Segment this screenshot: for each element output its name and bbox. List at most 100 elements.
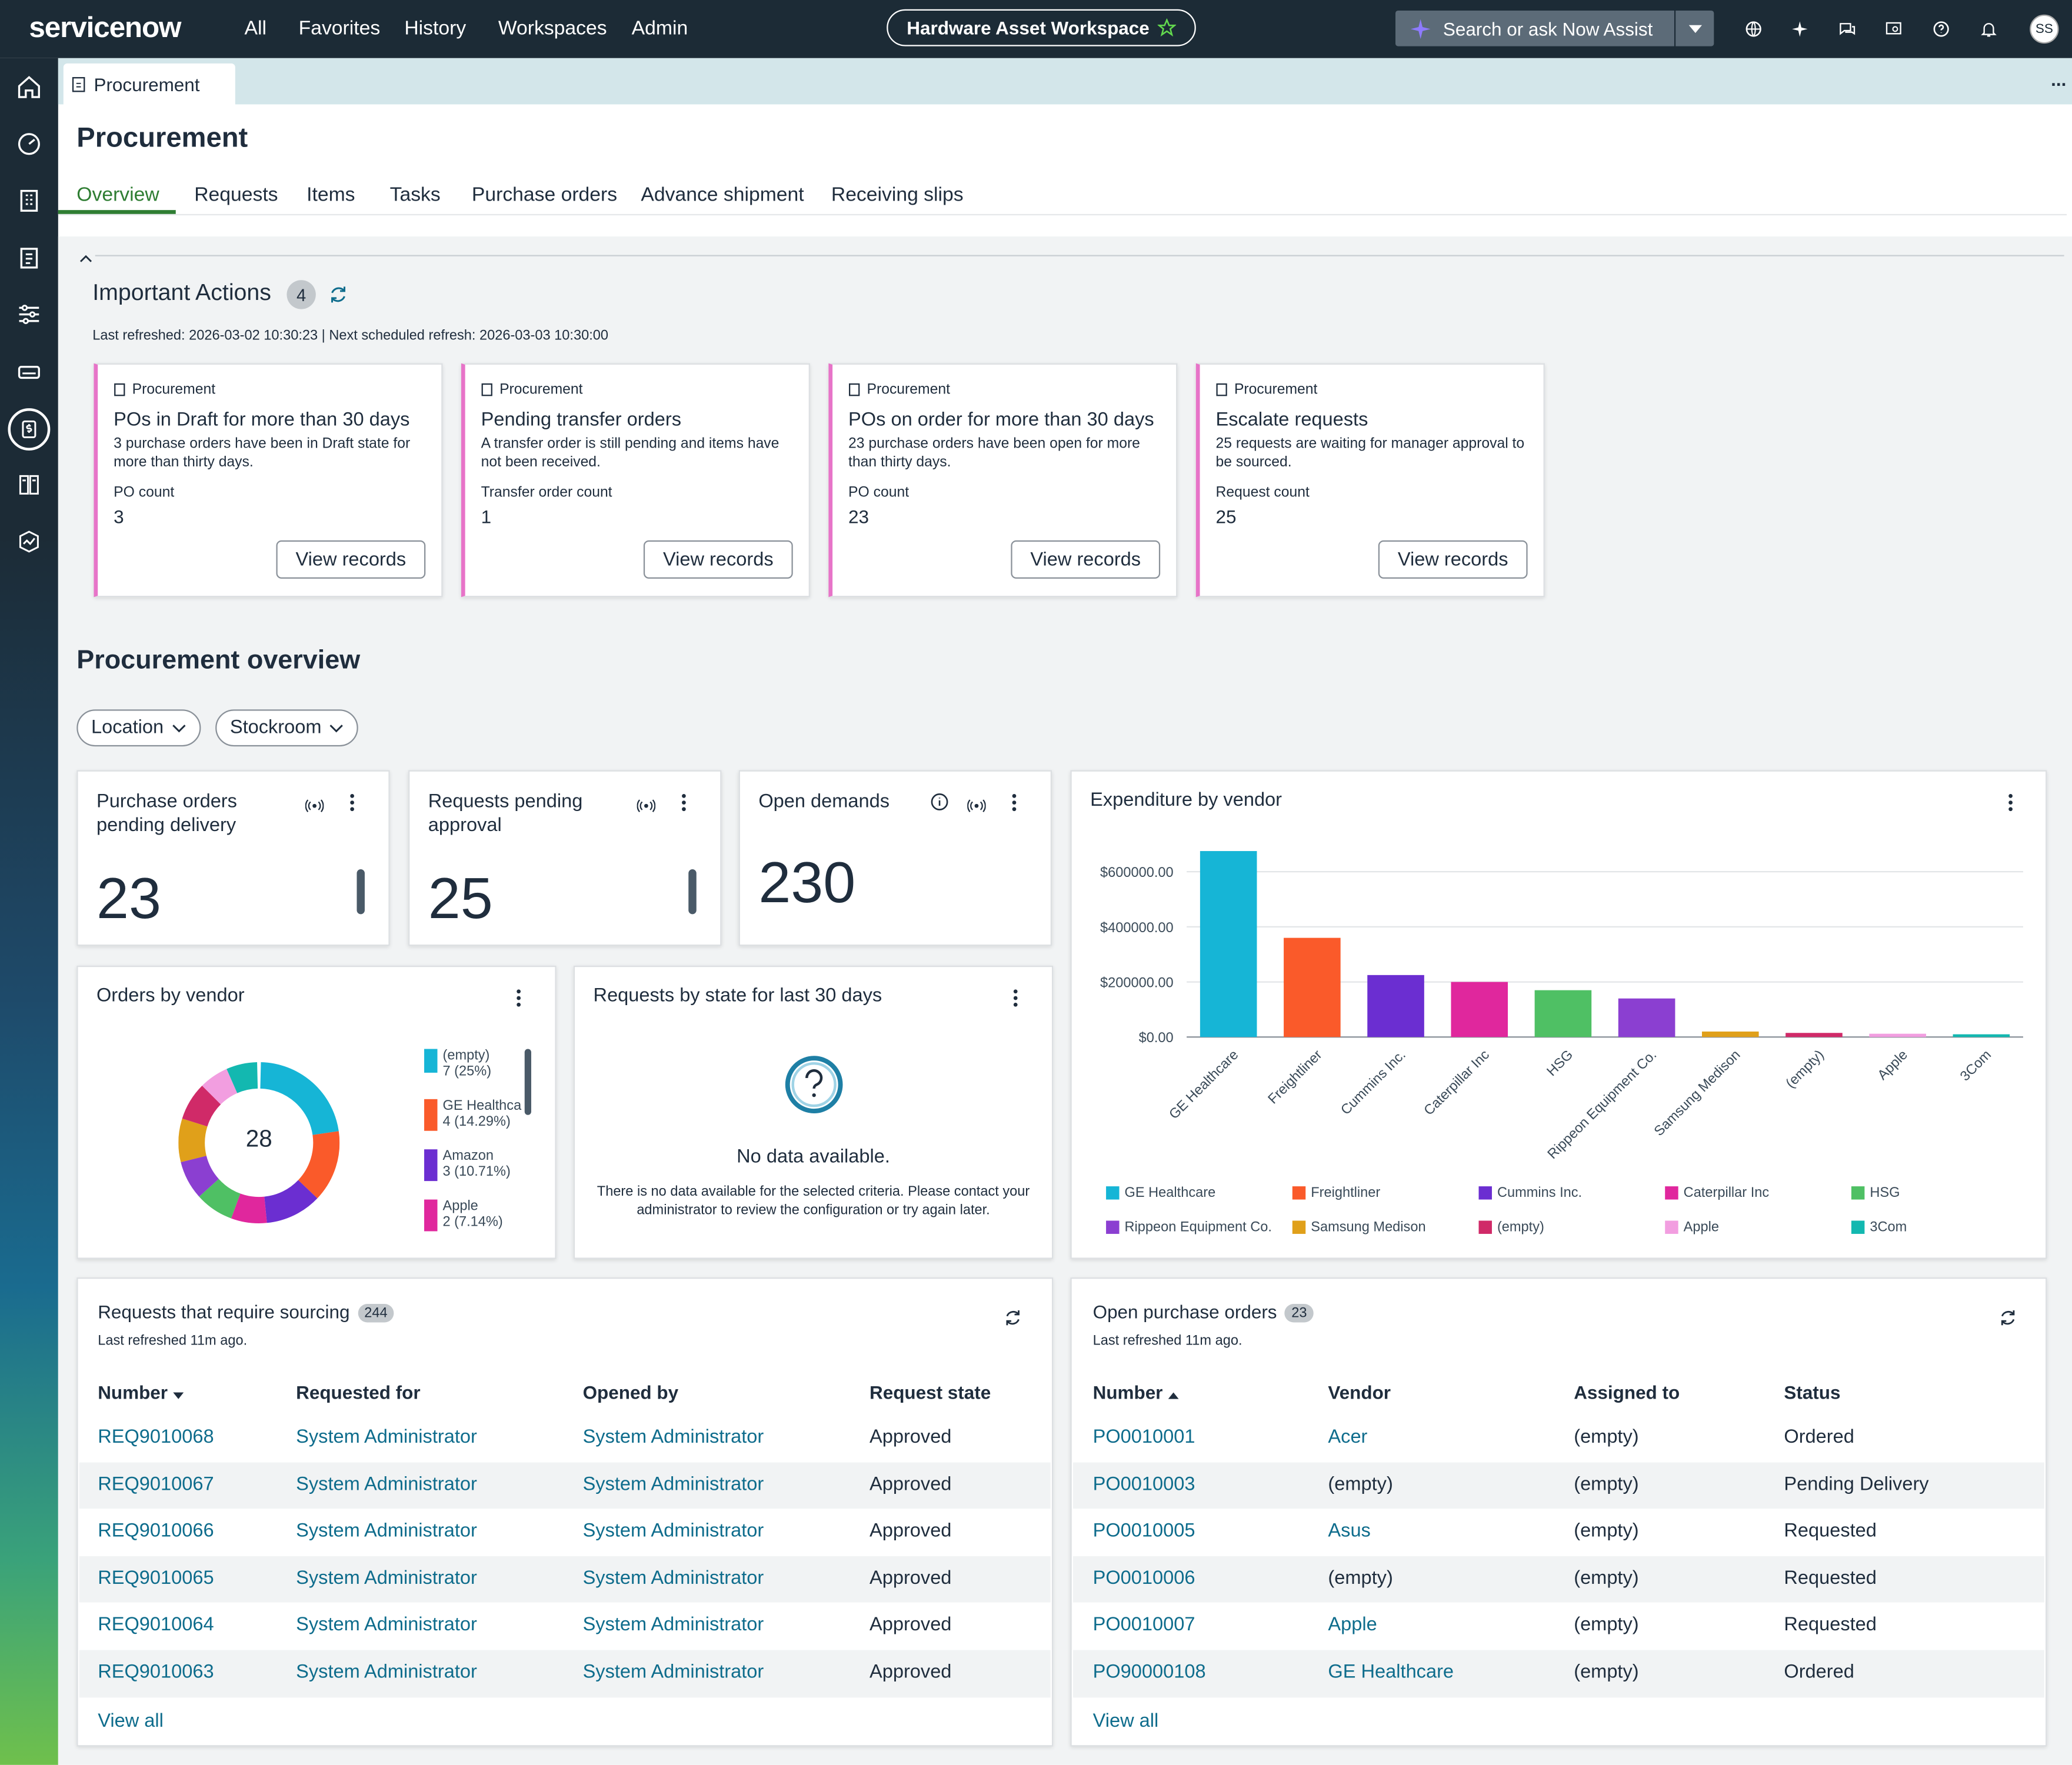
table-cell[interactable]: System Administrator [296, 1520, 477, 1542]
search-dropdown-button[interactable] [1675, 10, 1714, 46]
globe-icon[interactable] [1741, 17, 1765, 41]
bar[interactable] [1284, 937, 1341, 1037]
procurement-icon[interactable] [8, 408, 51, 451]
table-row[interactable]: PO0010001 Acer (empty) Ordered [1072, 1414, 2044, 1462]
dashboard-icon[interactable] [15, 129, 44, 158]
legend-item[interactable]: 3Com [1851, 1219, 1907, 1235]
column-header-assigned-to[interactable]: Assigned to [1574, 1382, 1680, 1403]
table-cell[interactable]: System Administrator [296, 1661, 477, 1683]
legend-item[interactable]: GE Healthca 4 (14.29%) [442, 1098, 521, 1130]
subtab-requests[interactable]: Requests [194, 183, 278, 206]
column-header-requested-for[interactable]: Requested for [296, 1382, 421, 1403]
column-header-opened-by[interactable]: Opened by [582, 1382, 679, 1403]
subtab-overview[interactable]: Overview [76, 183, 159, 206]
legend-item[interactable]: Rippeon Equipment Co. [1106, 1219, 1272, 1235]
legend-item[interactable]: Caterpillar Inc [1665, 1185, 1769, 1201]
bell-icon[interactable] [1977, 17, 2000, 41]
nav-workspaces[interactable]: Workspaces [498, 17, 607, 40]
sliders-icon[interactable] [15, 300, 44, 329]
table-cell[interactable]: System Administrator [296, 1614, 477, 1636]
nav-admin[interactable]: Admin [631, 17, 688, 40]
table-cell[interactable]: System Administrator [296, 1473, 477, 1495]
table-cell[interactable]: PO90000108 [1092, 1661, 1206, 1683]
nav-favorites[interactable]: Favorites [298, 17, 381, 40]
table-row[interactable]: PO0010006 (empty) (empty) Requested [1072, 1556, 2044, 1603]
home-icon[interactable] [15, 73, 44, 102]
legend-item[interactable]: (empty) [1478, 1219, 1544, 1235]
help-icon[interactable] [1929, 17, 1953, 41]
bar[interactable] [1618, 998, 1675, 1037]
location-filter[interactable]: Location [76, 709, 201, 747]
table-cell[interactable]: Acer [1328, 1426, 1368, 1448]
kpi-card[interactable]: Open demands 230 [738, 770, 1052, 946]
kebab-menu-icon[interactable] [1012, 989, 1018, 1007]
table-cell[interactable]: PO0010003 [1092, 1473, 1195, 1495]
star-icon[interactable] [1157, 18, 1176, 37]
legend-item[interactable]: Apple 2 (7.14%) [442, 1198, 502, 1230]
table-cell[interactable]: System Administrator [582, 1473, 764, 1495]
subtab-receiving-slips[interactable]: Receiving slips [831, 183, 964, 206]
stockroom-filter[interactable]: Stockroom [215, 709, 359, 747]
bar[interactable] [1200, 851, 1257, 1037]
legend-item[interactable]: HSG [1851, 1185, 1900, 1201]
subtab-items[interactable]: Items [307, 183, 355, 206]
subtab-advance-shipment[interactable]: Advance shipment [641, 183, 804, 206]
table-cell[interactable]: PO0010005 [1092, 1520, 1195, 1542]
more-options-button[interactable]: ... [2051, 68, 2067, 90]
legend-item[interactable]: Samsung Medison [1292, 1219, 1426, 1235]
bar[interactable] [1869, 1033, 1926, 1037]
legend-item[interactable]: Freightliner [1292, 1185, 1380, 1201]
table-cell[interactable]: REQ9010067 [98, 1473, 214, 1495]
chat-icon[interactable] [1836, 17, 1859, 41]
table-cell[interactable]: System Administrator [296, 1567, 477, 1589]
table-row[interactable]: PO0010007 Apple (empty) Requested [1072, 1603, 2044, 1650]
column-header-vendor[interactable]: Vendor [1328, 1382, 1391, 1403]
legend-item[interactable]: Amazon 3 (10.71%) [442, 1148, 510, 1180]
avatar[interactable]: SS [2030, 14, 2059, 44]
refresh-icon[interactable] [328, 284, 349, 312]
sparkle-icon[interactable] [1788, 17, 1811, 41]
table-cell[interactable]: GE Healthcare [1328, 1661, 1454, 1683]
subtab-purchase-orders[interactable]: Purchase orders [471, 183, 618, 206]
table-row[interactable]: REQ9010063 System Administrator System Adm… [79, 1650, 1051, 1697]
building-icon[interactable] [15, 186, 44, 215]
refresh-icon[interactable] [1998, 1308, 2018, 1334]
table-row[interactable]: REQ9010066 System Administrator System Adm… [79, 1509, 1051, 1556]
table-cell[interactable]: System Administrator [582, 1567, 764, 1589]
table-cell[interactable]: System Administrator [296, 1426, 477, 1448]
clipboard-icon[interactable] [15, 243, 44, 272]
table-cell[interactable]: System Administrator [582, 1520, 764, 1542]
legend-item[interactable]: GE Healthcare [1106, 1185, 1215, 1201]
bar[interactable] [1701, 1031, 1759, 1037]
nav-history[interactable]: History [404, 17, 467, 40]
column-header-status[interactable]: Status [1784, 1382, 1841, 1403]
bar[interactable] [1451, 982, 1508, 1037]
collapse-chevron-icon[interactable] [79, 246, 92, 269]
tab-procurement[interactable]: Procurement [63, 63, 235, 105]
column-header-number[interactable]: Number [98, 1382, 184, 1403]
bar[interactable] [1367, 975, 1424, 1037]
refresh-icon[interactable] [1003, 1308, 1023, 1334]
view-records-button[interactable]: View records [1378, 540, 1528, 579]
kebab-menu-icon[interactable] [349, 793, 354, 812]
server-icon[interactable] [15, 356, 44, 385]
table-cell[interactable]: REQ9010064 [98, 1614, 214, 1636]
table-cell[interactable]: System Administrator [582, 1614, 764, 1636]
table-cell[interactable]: PO0010006 [1092, 1567, 1195, 1589]
column-header-number[interactable]: Number [1093, 1382, 1179, 1403]
workspace-pill[interactable]: Hardware Asset Workspace [887, 9, 1196, 46]
table-cell[interactable]: System Administrator [582, 1661, 764, 1683]
table-row[interactable]: REQ9010065 System Administrator System Adm… [79, 1556, 1051, 1603]
view-records-button[interactable]: View records [1011, 540, 1161, 579]
view-records-button[interactable]: View records [643, 540, 793, 579]
screen-search-icon[interactable] [1882, 17, 1906, 41]
table-row[interactable]: PO0010003 (empty) (empty) Pending Delivery [1072, 1462, 2044, 1509]
nav-all[interactable]: All [244, 17, 267, 40]
book-icon[interactable] [15, 471, 44, 499]
table-cell[interactable]: Asus [1328, 1520, 1371, 1542]
bar[interactable] [1534, 990, 1592, 1037]
legend-item[interactable]: Cummins Inc. [1478, 1185, 1582, 1201]
table-cell[interactable]: REQ9010068 [98, 1426, 214, 1448]
bar[interactable] [1785, 1033, 1843, 1037]
table-cell[interactable]: REQ9010066 [98, 1520, 214, 1542]
